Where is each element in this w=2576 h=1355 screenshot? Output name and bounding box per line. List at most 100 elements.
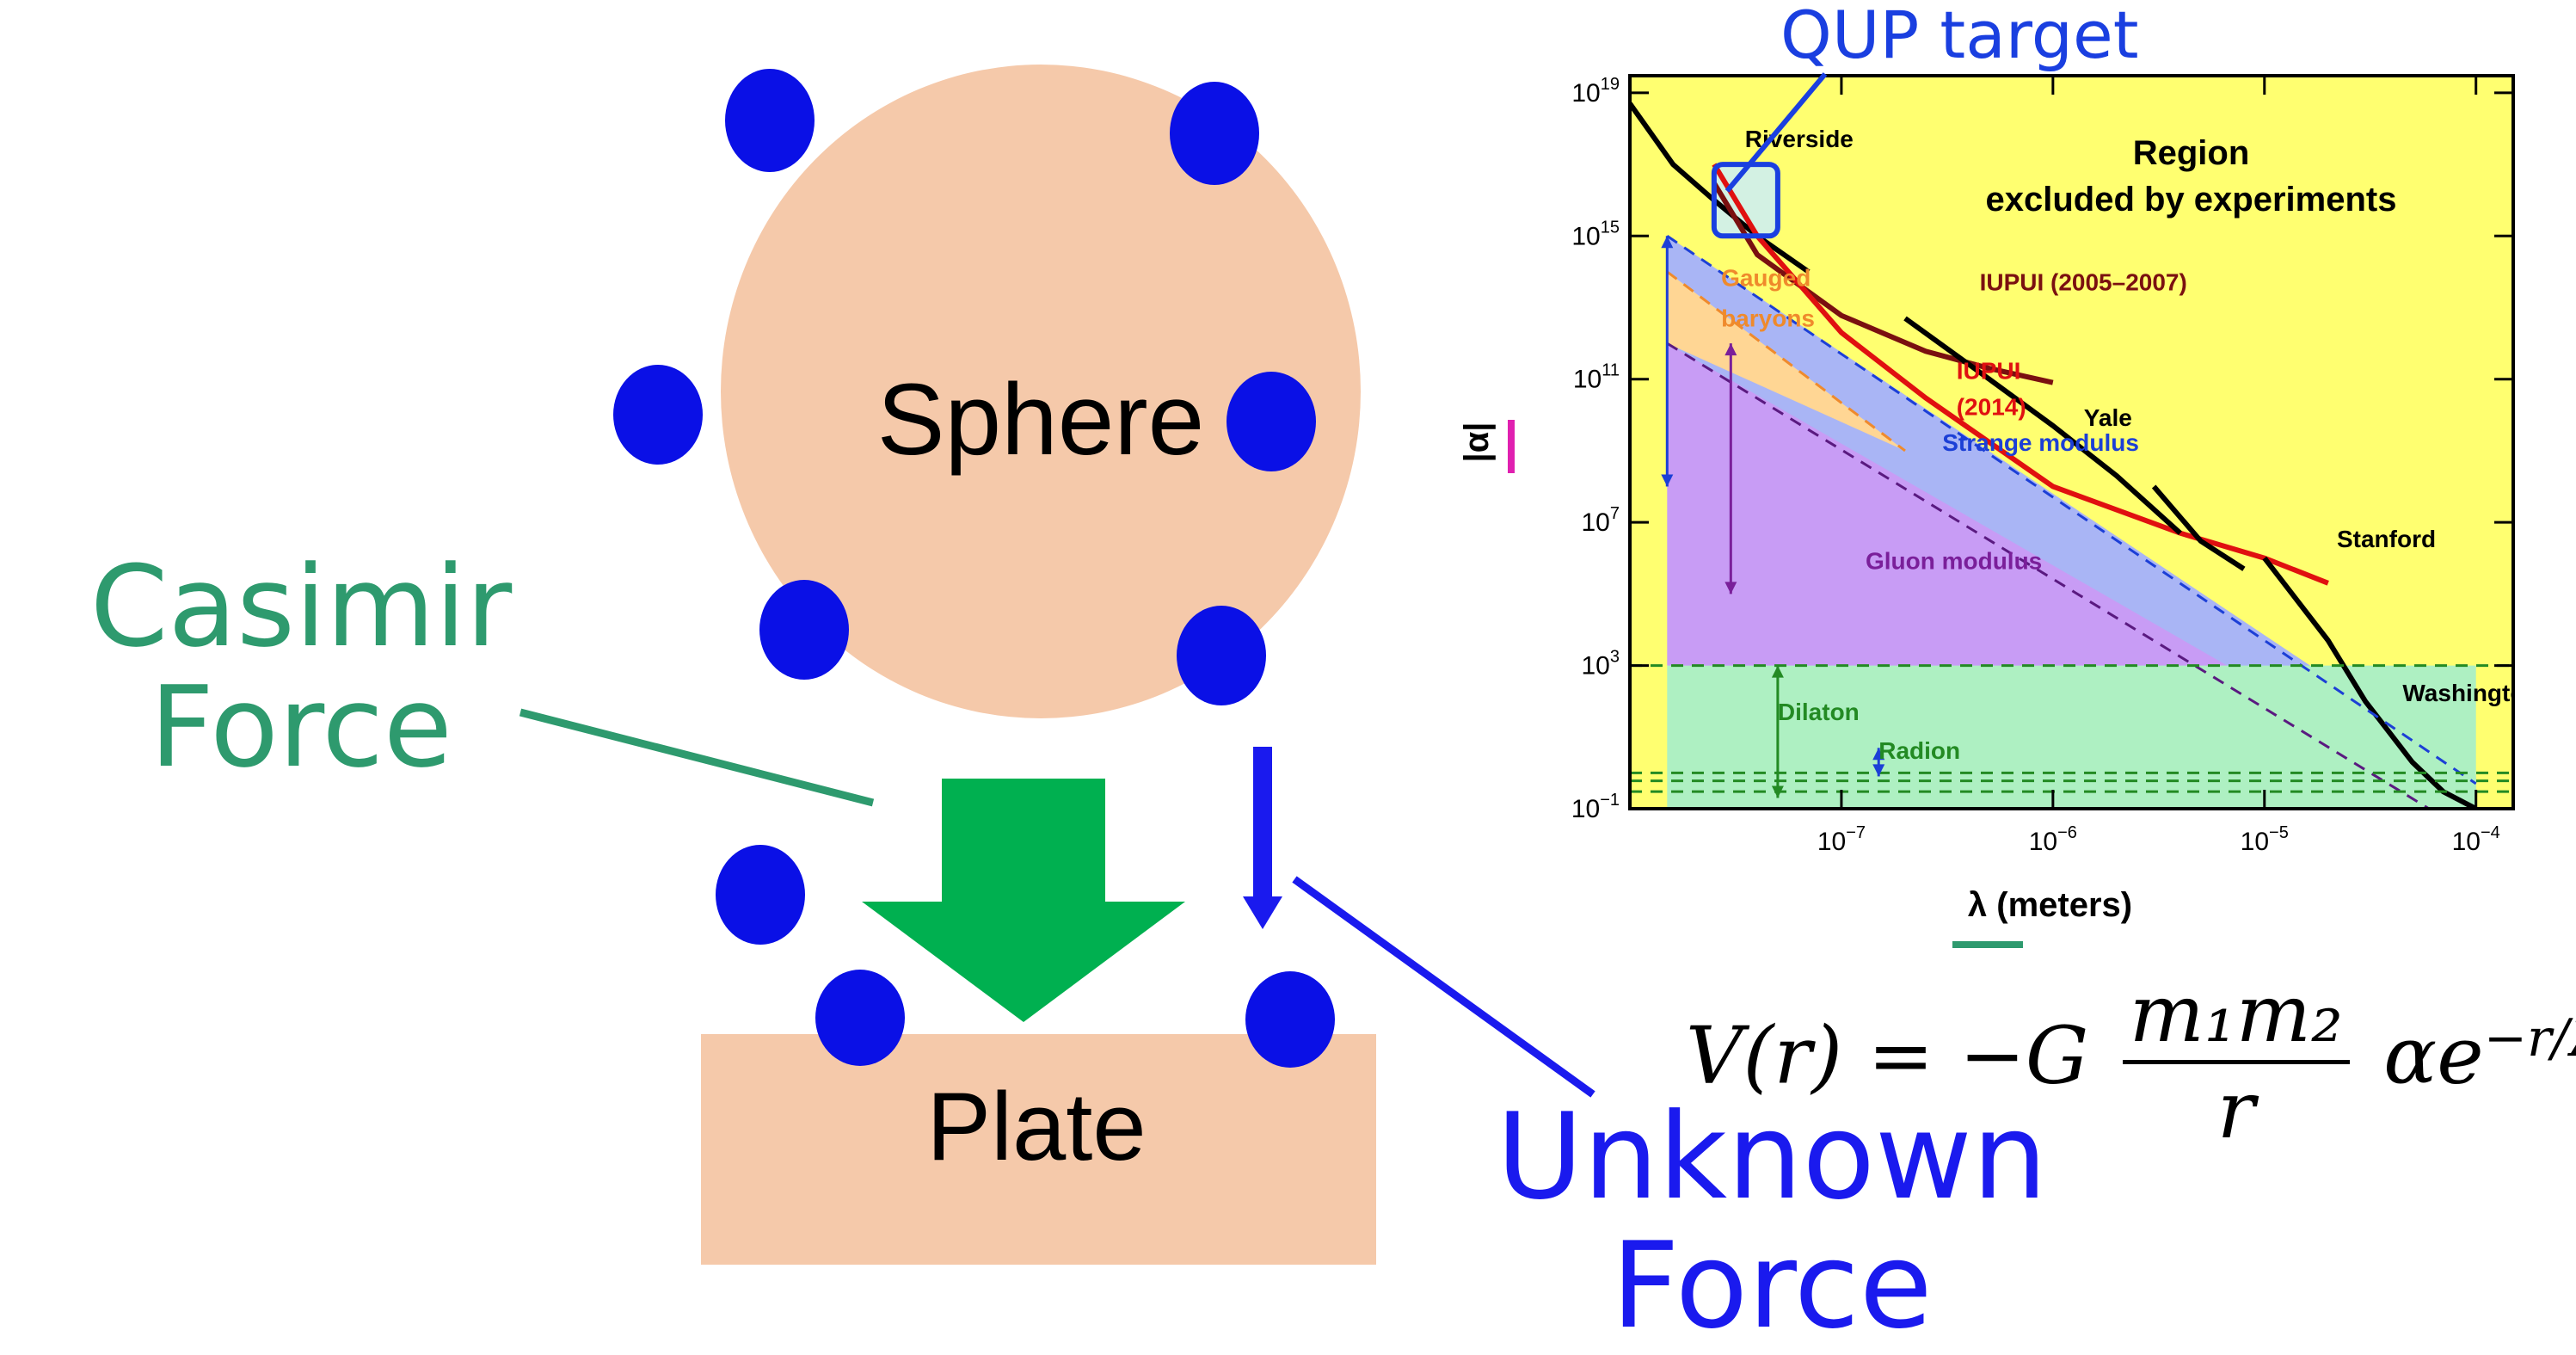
tick-base: 10 bbox=[2452, 828, 2481, 856]
chart-annotation: Radion bbox=[1878, 737, 1960, 764]
tick-exponent: 15 bbox=[1601, 218, 1620, 237]
tick-base: 10 bbox=[1571, 79, 1600, 108]
tick-base: 10 bbox=[2029, 828, 2057, 856]
chart-annotation: (2014) bbox=[1957, 393, 2026, 420]
range-arrow-tail bbox=[1661, 236, 1674, 249]
tick-exponent: 7 bbox=[1610, 504, 1620, 523]
particle bbox=[716, 845, 805, 945]
chart-annotation: Dilaton bbox=[1778, 699, 1860, 725]
formula-lhs: V(r) = −G bbox=[1686, 1009, 2089, 1102]
dashed-boundary-line bbox=[1666, 342, 2430, 809]
unknown-force-arrowhead bbox=[1243, 896, 1282, 929]
series-line-iupui-2005-2007 bbox=[1712, 182, 2054, 385]
chart-annotation: Washington bbox=[2402, 680, 2539, 706]
sphere-label: Sphere bbox=[876, 363, 1205, 477]
casimir-label-line1: Casimir bbox=[89, 541, 513, 672]
formula-fraction: m₁m₂ r bbox=[2122, 968, 2350, 1156]
x-tick-label: 10−5 bbox=[2241, 823, 2289, 856]
chart-annotation: Region bbox=[2133, 134, 2250, 172]
exclusion-region bbox=[1667, 271, 1905, 451]
sphere bbox=[721, 65, 1361, 718]
formula-denominator: r bbox=[2216, 1064, 2255, 1156]
tick-base: 10 bbox=[1571, 795, 1600, 823]
plate bbox=[701, 1034, 1376, 1265]
casimir-pointer-line bbox=[519, 708, 875, 807]
tick-exponent: −7 bbox=[1846, 823, 1866, 842]
y-axis-label: |α| bbox=[1458, 422, 1496, 463]
particle bbox=[1227, 372, 1316, 471]
x-tick-label: 10−7 bbox=[1817, 823, 1866, 856]
series-line-iupui-2014 bbox=[1712, 163, 2329, 586]
chart-annotation: baryons bbox=[1721, 305, 1815, 331]
particle bbox=[1170, 82, 1259, 185]
y-tick-label: 107 bbox=[1582, 504, 1620, 537]
tick-exponent: 19 bbox=[1601, 75, 1620, 94]
particle bbox=[1177, 606, 1266, 705]
series-line-washington bbox=[2262, 556, 2478, 809]
particle bbox=[613, 365, 703, 465]
chart-annotation: excluded by experiments bbox=[1986, 181, 2397, 219]
chart-annotation: Strange modulus bbox=[1942, 429, 2139, 456]
range-arrow-head bbox=[1771, 785, 1784, 798]
chart-annotation: Gauged bbox=[1721, 264, 1811, 291]
tick-base: 10 bbox=[1582, 652, 1610, 681]
formula-factor: αe bbox=[2383, 1009, 2484, 1102]
casimir-label-line2: Force bbox=[150, 662, 452, 792]
series-line-yale bbox=[1903, 316, 2182, 535]
tick-base: 10 bbox=[1573, 366, 1602, 394]
dashed-boundary-line bbox=[1666, 270, 1906, 453]
y-tick-label: 1019 bbox=[1571, 75, 1620, 108]
chart-annotation: IUPUI bbox=[1957, 358, 2021, 385]
particle bbox=[759, 580, 849, 680]
qup-target-box bbox=[1711, 162, 1780, 239]
y-tick-label: 1011 bbox=[1573, 361, 1620, 394]
range-arrow-head bbox=[1872, 764, 1885, 777]
chart-annotation: Gluon modulus bbox=[1866, 547, 2042, 574]
x-axis-label: λ (meters) bbox=[1968, 886, 2132, 924]
series-line-stanford bbox=[2151, 484, 2246, 571]
casimir-force-arrow bbox=[862, 779, 1185, 1022]
casimir-force-label: Casimir Force bbox=[34, 546, 568, 787]
particle bbox=[815, 970, 905, 1066]
unknown-label-line2: Force bbox=[1611, 1216, 1933, 1355]
yukawa-potential-formula: V(r) = −G m₁m₂ r αe−r/λ bbox=[1686, 968, 2576, 1156]
tick-base: 10 bbox=[1817, 828, 1846, 856]
tick-exponent: −5 bbox=[2269, 823, 2289, 842]
range-arrow-tail bbox=[1771, 665, 1784, 678]
tick-base: 10 bbox=[1571, 222, 1600, 250]
y-tick-label: 10−1 bbox=[1571, 791, 1620, 823]
range-arrow-head bbox=[1661, 474, 1674, 487]
tick-exponent: 3 bbox=[1610, 648, 1620, 667]
tick-base: 10 bbox=[2241, 828, 2269, 856]
plate-label: Plate bbox=[926, 1073, 1147, 1180]
qup-pointer-line bbox=[1725, 72, 1828, 193]
tick-exponent: −4 bbox=[2481, 823, 2500, 842]
dashed-boundary-line bbox=[1666, 235, 2477, 785]
range-arrow-tail bbox=[1725, 343, 1737, 356]
qup-target-label: QUP target bbox=[1780, 0, 2139, 73]
formula-exponent: −r/λ bbox=[2483, 1007, 2576, 1069]
tick-exponent: 11 bbox=[1602, 361, 1620, 380]
chart-annotation: Yale bbox=[2084, 404, 2132, 431]
tick-base: 10 bbox=[1582, 508, 1610, 537]
range-arrow-tail bbox=[1872, 748, 1885, 761]
x-tick-label: 10−6 bbox=[2029, 823, 2077, 856]
unknown-force-label: Unknown Force bbox=[1462, 1093, 2081, 1351]
particle bbox=[1245, 971, 1335, 1068]
tick-exponent: −6 bbox=[2057, 823, 2077, 842]
particle bbox=[725, 69, 815, 172]
unknown-label-line1: Unknown bbox=[1496, 1087, 2048, 1226]
y-tick-label: 1015 bbox=[1571, 218, 1620, 250]
y-tick-label: 103 bbox=[1582, 648, 1620, 681]
particles bbox=[613, 69, 1335, 1068]
x-tick-label: 10−4 bbox=[2452, 823, 2500, 856]
chart-annotation: IUPUI (2005–2007) bbox=[1980, 269, 2187, 296]
chart-annotation: Stanford bbox=[2337, 526, 2436, 552]
formula-numerator: m₁m₂ bbox=[2122, 968, 2350, 1064]
unknown-pointer-line bbox=[1292, 876, 1595, 1098]
range-arrow-head bbox=[1725, 582, 1737, 594]
tick-exponent: −1 bbox=[1600, 791, 1620, 810]
